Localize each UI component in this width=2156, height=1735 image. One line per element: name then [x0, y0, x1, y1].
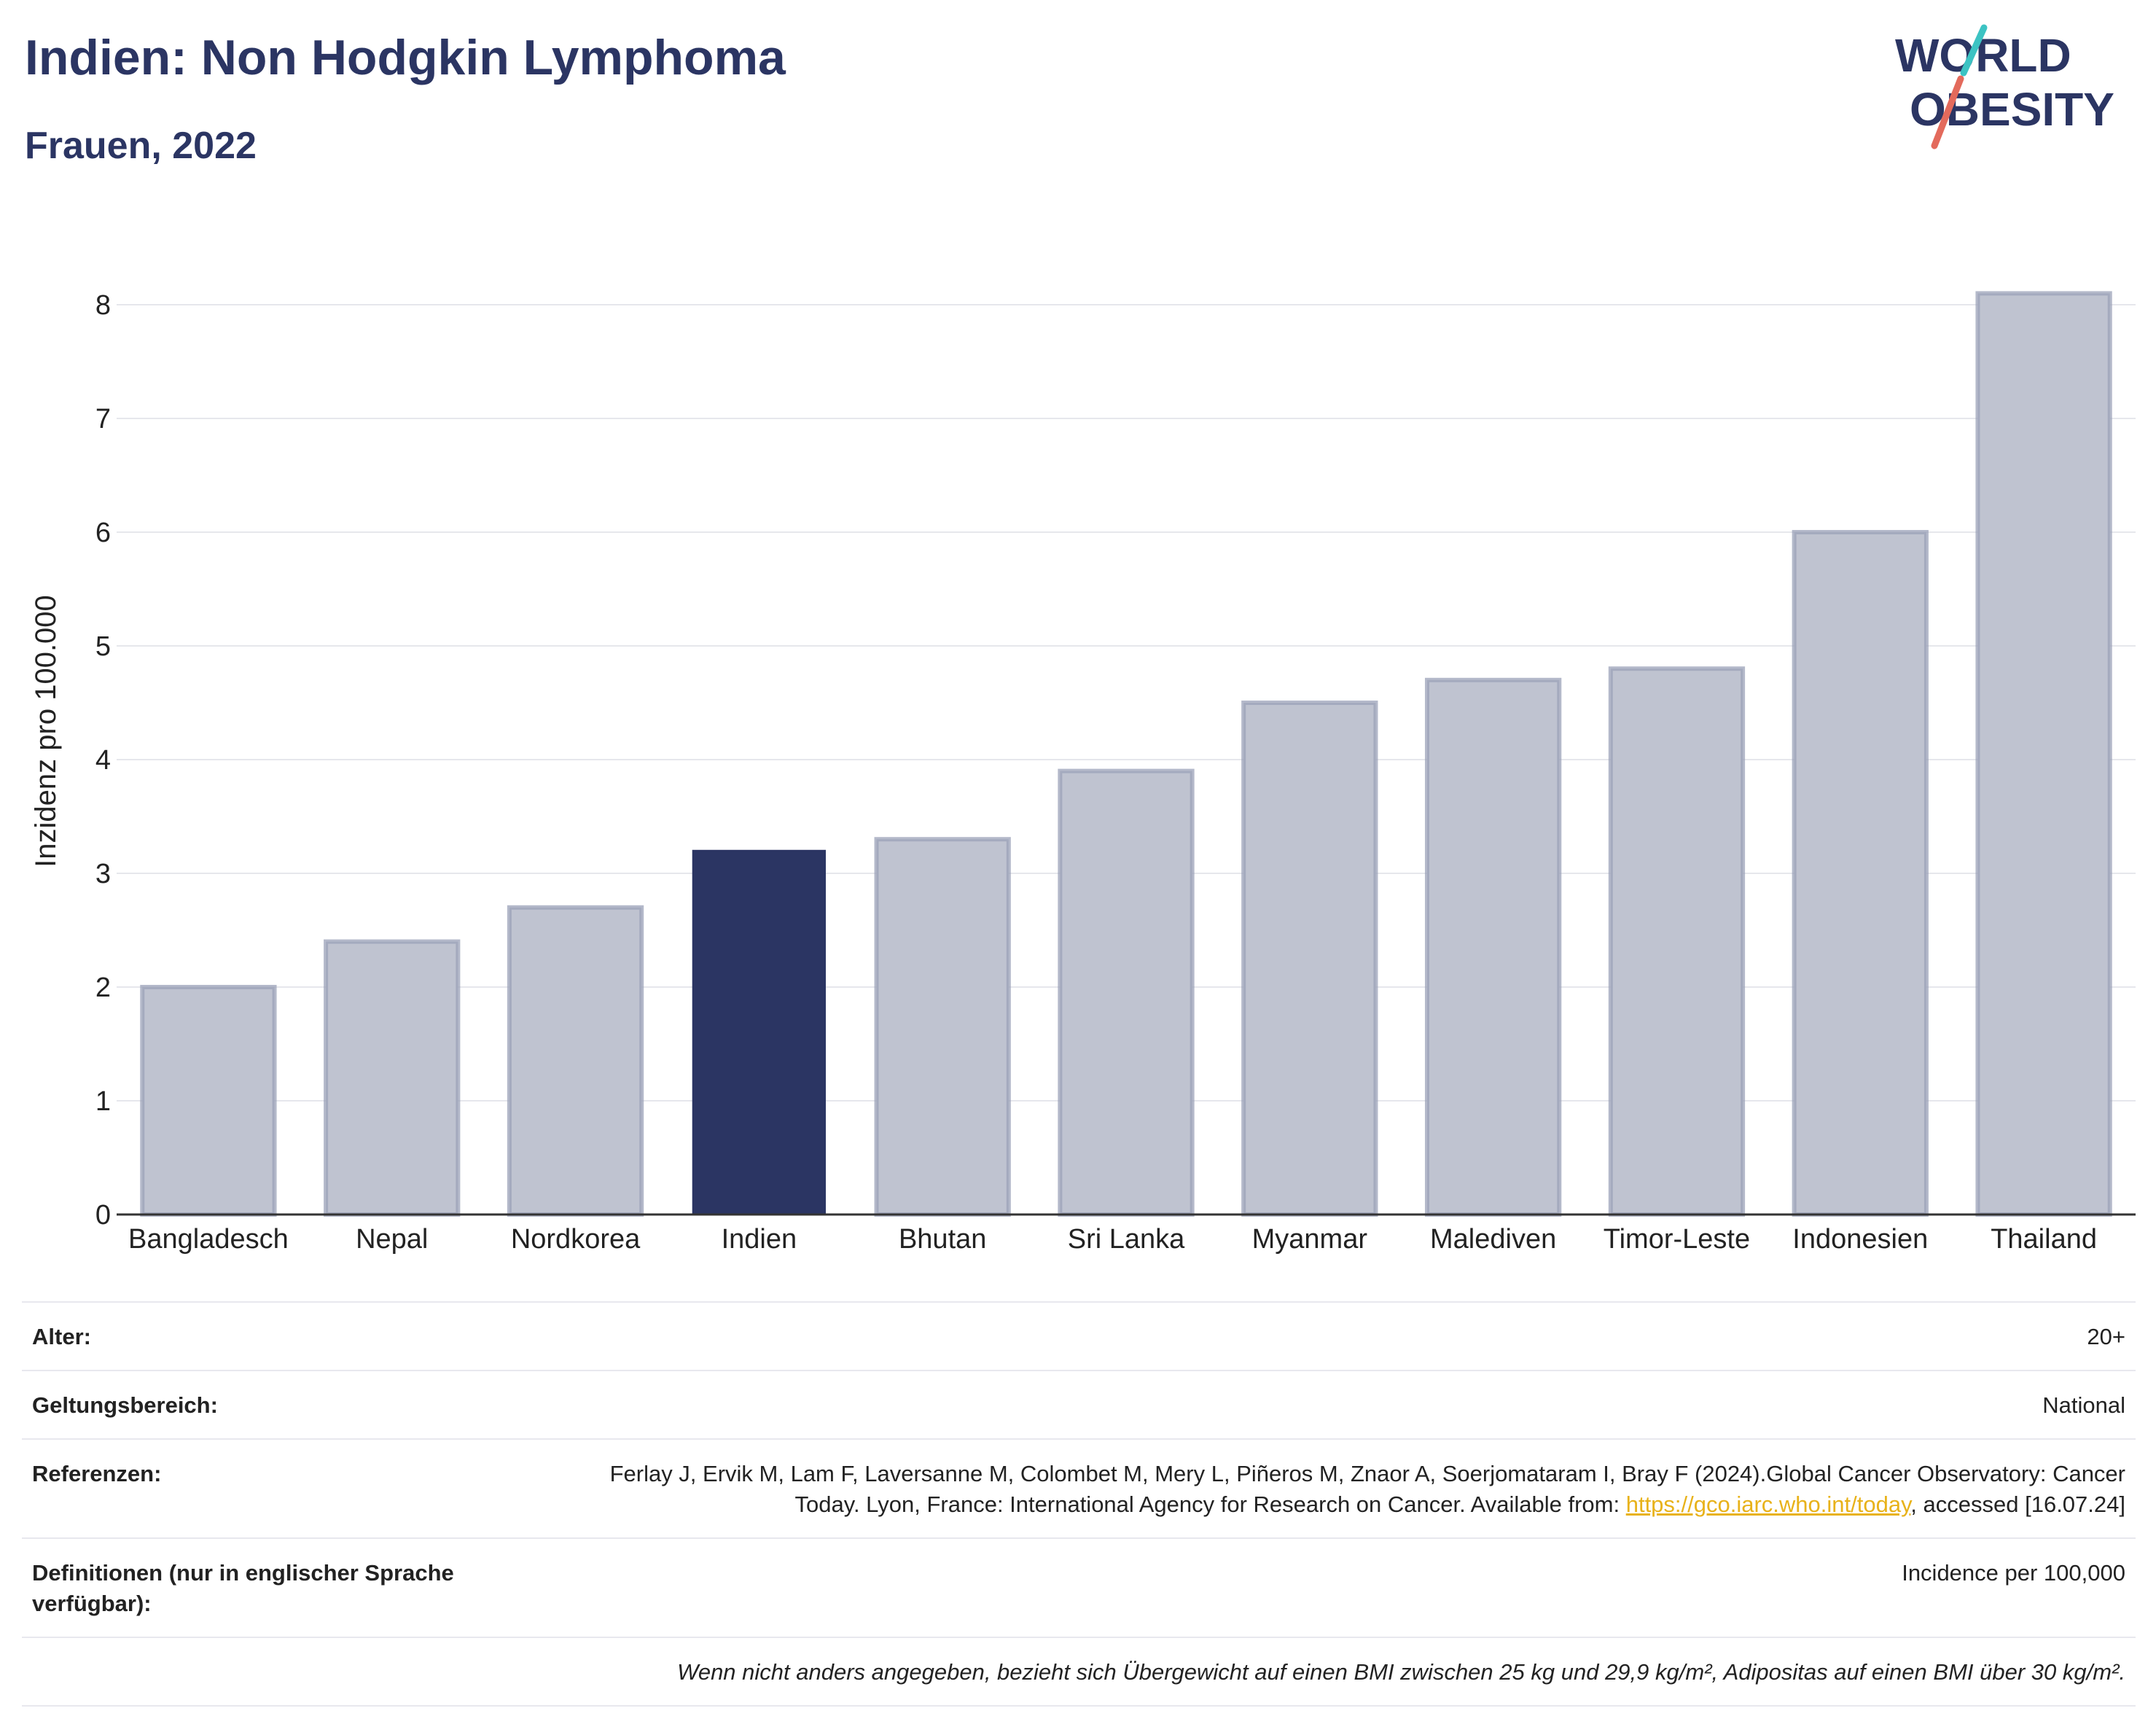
- y-tick-label: 5: [95, 631, 111, 662]
- x-tick-label: Nordkorea: [511, 1224, 641, 1254]
- y-axis-ticks: 0 1 2 3 4 5 6 7 8: [95, 290, 111, 1231]
- bar-indonesien: [1792, 530, 1929, 1217]
- chart-title: Indien: Non Hodgkin Lymphoma: [25, 30, 786, 85]
- x-tick-label: Bangladesch: [128, 1224, 289, 1254]
- meta-refs-label: Referenzen:: [32, 1461, 162, 1486]
- meta-refs-accessed: , accessed [16.07.24]: [1910, 1492, 2125, 1517]
- x-tick-label: Sri Lanka: [1068, 1224, 1185, 1254]
- meta-row-footnote: Wenn nicht anders angegeben, bezieht sic…: [22, 1638, 2136, 1707]
- bar-sri-lanka: [1058, 768, 1195, 1217]
- meta-row-references: Referenzen: Ferlay J, Ervik M, Lam F, La…: [22, 1440, 2136, 1539]
- chart-subtitle: Frauen, 2022: [25, 125, 257, 167]
- x-tick-label: Myanmar: [1252, 1224, 1368, 1254]
- bars: [140, 291, 2112, 1217]
- meta-row-definitions: Definitionen (nur in englischer Sprache …: [22, 1539, 2136, 1638]
- y-tick-label: 7: [95, 404, 111, 434]
- meta-row-scope: Geltungsbereich: National: [22, 1371, 2136, 1440]
- x-tick-label: Malediven: [1430, 1224, 1556, 1254]
- logo-line1: WORLD: [1895, 29, 2071, 82]
- logo-slash-coral: [1931, 75, 1964, 149]
- bar-nepal: [324, 939, 461, 1217]
- bar-malediven: [1424, 677, 1562, 1217]
- bar-myanmar: [1241, 701, 1378, 1217]
- footnote-text: Wenn nicht anders angegeben, bezieht sic…: [677, 1659, 2125, 1685]
- meta-refs-link[interactable]: https://gco.iarc.who.int/today: [1625, 1492, 1911, 1517]
- y-tick-label: 3: [95, 859, 111, 889]
- y-tick-label: 1: [95, 1086, 111, 1117]
- bar-bangladesch: [140, 985, 277, 1217]
- x-axis-labels: Bangladesch Nepal Nordkorea Indien Bhutan Sri…: [128, 1224, 2097, 1254]
- world-obesity-logo: WORLD OBESITY: [1895, 24, 2114, 149]
- x-tick-label: Indien: [722, 1224, 797, 1254]
- meta-age-value: 20+: [2087, 1324, 2125, 1349]
- bar-indien: [692, 849, 827, 1215]
- bar-nordkorea: [507, 905, 644, 1217]
- bar-chart: 0 1 2 3 4 5 6 7 8 Bangladesch Nepal Nordkorea Indie…: [30, 290, 2136, 1254]
- logo-slash-teal: [1960, 24, 1988, 77]
- y-tick-label: 8: [95, 290, 111, 321]
- y-axis-title: Inzidenz pro 100.000: [30, 595, 62, 868]
- meta-age-label: Alter:: [32, 1324, 91, 1349]
- bar-bhutan: [874, 837, 1011, 1217]
- x-tick-label: Nepal: [356, 1224, 428, 1254]
- y-tick-label: 4: [95, 745, 111, 776]
- meta-scope-label: Geltungsbereich:: [32, 1392, 218, 1418]
- bar-timor-leste: [1608, 666, 1746, 1217]
- metadata-table: Alter: 20+ Geltungsbereich: National Ref…: [22, 1301, 2136, 1707]
- y-tick-label: 6: [95, 518, 111, 548]
- bar-thailand: [1975, 291, 2112, 1217]
- meta-refs-text: Ferlay J, Ervik M, Lam F, Laversanne M, …: [609, 1461, 2125, 1517]
- x-tick-label: Indonesien: [1792, 1224, 1928, 1254]
- y-tick-label: 0: [95, 1200, 111, 1231]
- x-tick-label: Thailand: [1991, 1224, 2097, 1254]
- meta-scope-value: National: [2042, 1392, 2125, 1418]
- meta-refs-value: Ferlay J, Ervik M, Lam F, Laversanne M, …: [595, 1459, 2125, 1520]
- meta-defs-label: Definitionen (nur in englischer Sprache …: [32, 1560, 454, 1616]
- y-tick-label: 2: [95, 972, 111, 1003]
- meta-defs-value: Incidence per 100,000: [1902, 1560, 2125, 1586]
- x-tick-label: Timor-Leste: [1604, 1224, 1750, 1254]
- x-tick-label: Bhutan: [899, 1224, 986, 1254]
- meta-row-age: Alter: 20+: [22, 1303, 2136, 1371]
